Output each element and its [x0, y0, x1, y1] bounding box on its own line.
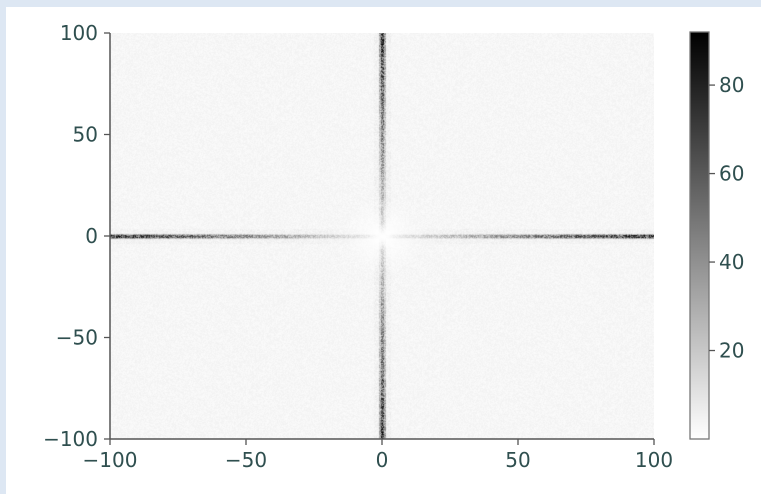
colorbar-tick-label: 80 [719, 73, 744, 97]
x-tick-label: 50 [505, 448, 530, 472]
heatmap [110, 33, 654, 439]
heatmap-image [110, 33, 654, 439]
y-tick-label: 100 [60, 21, 98, 45]
figure: −100 −50 0 50 100 −100 −50 0 50 100 20 40 60 80 [6, 7, 761, 494]
y-tick-label: 0 [85, 224, 98, 248]
x-tick-label: 100 [635, 448, 673, 472]
x-tick-label: −50 [225, 448, 267, 472]
x-tick-label: −100 [83, 448, 138, 472]
colorbar-tick-label: 40 [719, 250, 744, 274]
colorbar-tick-label: 60 [719, 162, 744, 186]
colorbar-tick-label: 20 [719, 339, 744, 363]
axes: −100 −50 0 50 100 −100 −50 0 50 100 [43, 21, 673, 472]
x-tick-label: 0 [376, 448, 389, 472]
y-tick-label: −50 [56, 326, 98, 350]
chart-svg: −100 −50 0 50 100 −100 −50 0 50 100 20 40 60 80 [43, 21, 744, 472]
y-tick-label: −100 [43, 427, 98, 451]
y-tick-label: 50 [73, 123, 98, 147]
colorbar-gradient [689, 31, 710, 440]
colorbar: 20 40 60 80 [689, 31, 744, 440]
